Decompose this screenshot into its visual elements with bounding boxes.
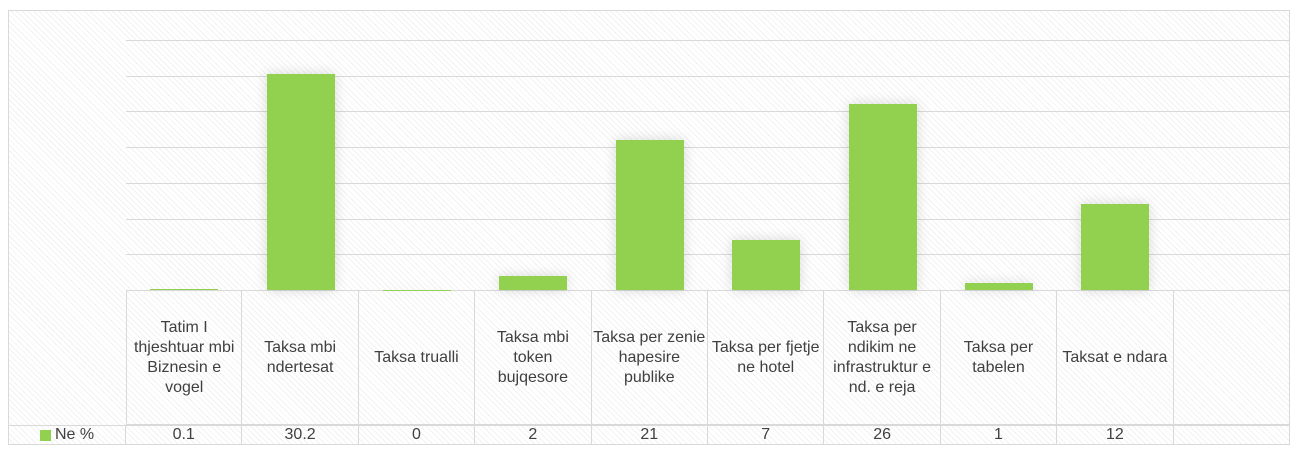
value-cell: 12 — [1057, 425, 1174, 445]
value-cell: 1 — [940, 425, 1058, 445]
category-cell — [1173, 290, 1290, 425]
bar — [615, 140, 684, 290]
grid-line — [126, 147, 1290, 149]
category-cell: Taksa per zenie hapesire publike — [591, 290, 708, 425]
bar — [266, 74, 335, 290]
value-cell — [1173, 425, 1290, 445]
grid-line — [126, 40, 1290, 41]
bar — [732, 240, 801, 290]
legend-swatch — [39, 429, 51, 441]
category-cell: Tatim I thjeshtuar mbi Biznesin e vogel — [126, 290, 243, 425]
grid-line — [126, 254, 1290, 256]
category-cell: Taksat e ndara — [1057, 290, 1174, 425]
bar — [848, 104, 917, 290]
category-cell: Taksa mbi token bujqesore — [475, 290, 592, 425]
bar — [965, 282, 1033, 290]
category-cell: Taksa mbi ndertesat — [242, 290, 359, 425]
legend-cell: Ne % — [8, 425, 126, 445]
value-cell: 0 — [358, 425, 476, 445]
category-cell: Taksa trualli — [358, 290, 476, 425]
grid-line — [126, 182, 1290, 184]
grid-line — [126, 111, 1290, 113]
bar — [499, 275, 568, 290]
value-cell: 26 — [824, 425, 941, 445]
value-cell: 21 — [591, 425, 708, 445]
grid-line — [126, 75, 1290, 77]
bar — [383, 290, 451, 291]
category-cell: Taksa per tabelen — [940, 290, 1058, 425]
bar — [1081, 204, 1150, 290]
value-cell: 7 — [708, 425, 825, 445]
category-cell: Taksa per ndikim ne infrastruktur e nd. … — [824, 290, 941, 425]
bar — [150, 289, 219, 291]
value-cell: 30.2 — [242, 425, 359, 445]
value-cell: 2 — [475, 425, 592, 445]
grid-line — [126, 218, 1290, 220]
value-cell: 0.1 — [126, 425, 243, 445]
legend-label: Ne % — [54, 426, 95, 443]
category-cell: Taksa per fjetje ne hotel — [708, 290, 825, 425]
